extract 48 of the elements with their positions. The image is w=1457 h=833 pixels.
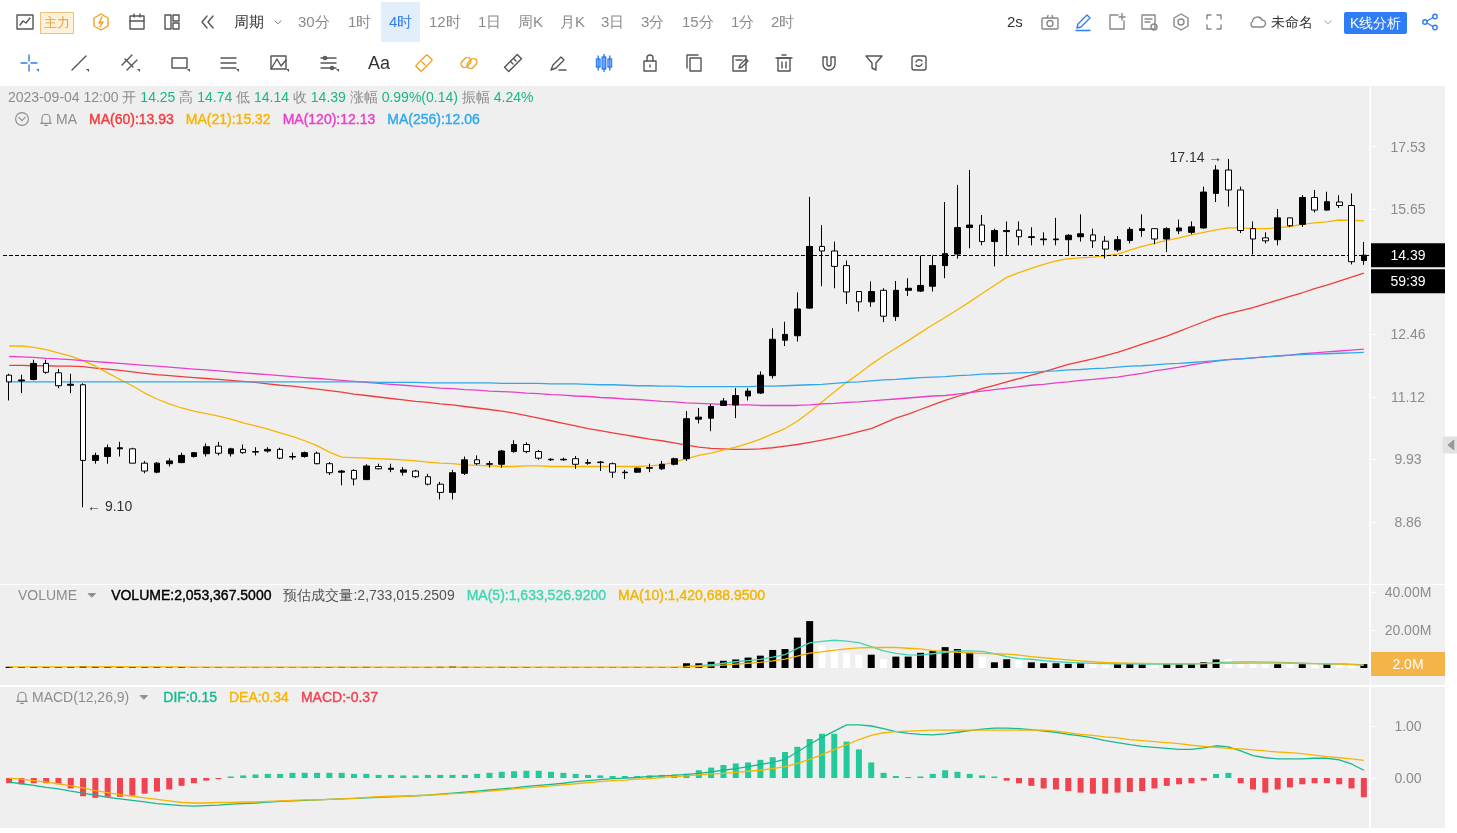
legend-title: MACD(12,26,9) [32, 688, 130, 706]
text: 1日 [478, 12, 502, 32]
text: 2023-09-04 12:00 开 14.25 高 14.74 低 14.14 收 14.39 涨幅 0.99%(0.14) 振幅 4.24% [8, 89, 534, 105]
y-tick-label: 20.00M [1384, 622, 1432, 639]
y-tick-label: 12.46 [1390, 326, 1426, 343]
ref-line-label: 14.39 [1390, 247, 1426, 264]
legend-title: MA [56, 110, 77, 128]
text: 3分 [641, 12, 665, 32]
y-tick-label: 1.00 [1394, 717, 1422, 734]
annotation: 17.14 → [1169, 148, 1223, 165]
text: MA(10):1,420,688.9500 [618, 586, 766, 604]
legend-title: VOLUME [18, 586, 78, 604]
y-tick-label: 11.12 [1391, 389, 1426, 405]
y-tick-label: 8.86 [1394, 513, 1422, 530]
text: VOLUME:2,053,367.5000 [111, 586, 272, 604]
text: 月K [560, 12, 586, 32]
text: MA(256):12.06 [387, 110, 480, 128]
text: 1分 [731, 12, 755, 32]
y-tick-label: 0.00 [1394, 770, 1422, 787]
y-tick-label: 17.53 [1390, 138, 1426, 155]
text: 1时 [348, 12, 372, 32]
text: 2s [1007, 12, 1023, 32]
text: DIF:0.15 [163, 688, 217, 706]
text: 周期 [234, 12, 264, 32]
annotation: 预估成交量:2,733,015.2509 [283, 586, 455, 604]
y-tick-label: 40.00M [1384, 584, 1432, 601]
y-tick-label: 15.65 [1390, 201, 1426, 217]
text: 15分 [682, 12, 714, 32]
text: MA(21):15.32 [185, 110, 271, 128]
text: MA(120):12.13 [282, 110, 376, 128]
text: 59:39 [1390, 273, 1426, 290]
text: MA(5):1,633,526.9200 [466, 586, 607, 604]
text: 2.0M [1392, 656, 1424, 673]
text: 主力 [40, 12, 74, 34]
text: 30分 [298, 12, 330, 32]
text: K线分析 [1344, 12, 1408, 34]
text: MA(60):13.93 [89, 110, 174, 128]
text: 2时 [771, 12, 795, 32]
text: 未命名 [1271, 13, 1313, 32]
text: DEA:0.34 [228, 688, 289, 706]
text: MACD:-0.37 [300, 688, 378, 706]
text: 3日 [601, 12, 625, 32]
text: 周K [518, 12, 544, 32]
y-tick-label: 9.93 [1394, 451, 1422, 468]
text: 4时 [381, 2, 421, 42]
annotation: ← 9.10 [87, 498, 133, 515]
text: 12时 [429, 12, 461, 32]
text: Aa [368, 53, 391, 73]
